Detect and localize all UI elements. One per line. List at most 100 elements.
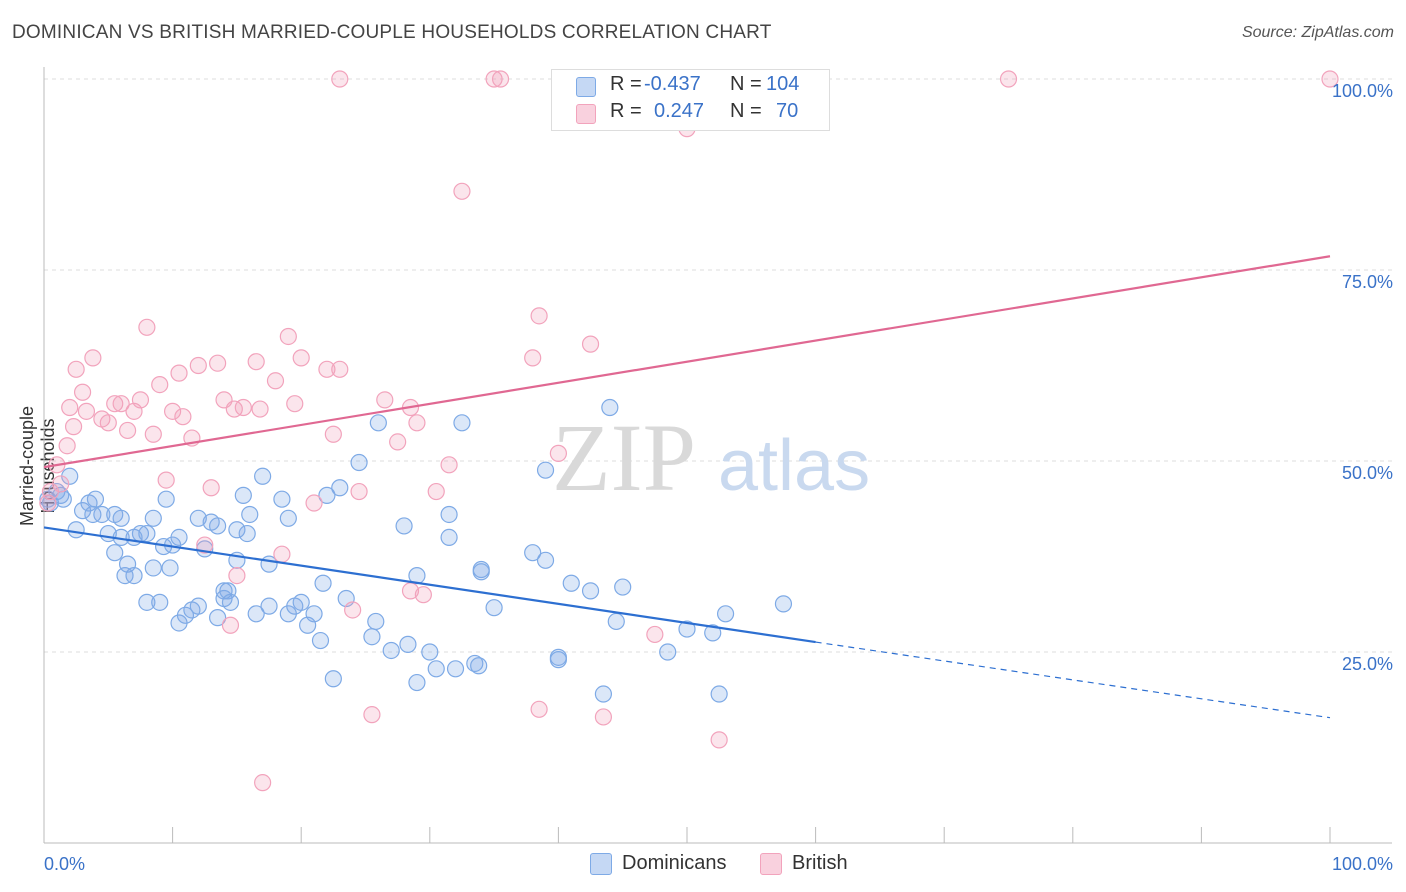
data-point xyxy=(112,395,130,413)
data-point xyxy=(112,509,130,527)
data-point xyxy=(331,70,349,88)
data-point xyxy=(440,505,458,524)
data-point xyxy=(174,408,192,426)
data-point xyxy=(84,349,102,367)
data-point xyxy=(209,609,227,627)
trend-line-british xyxy=(43,255,1331,469)
data-point xyxy=(228,521,246,539)
data-point xyxy=(472,563,490,581)
data-point xyxy=(607,612,625,631)
data-point xyxy=(241,505,259,524)
data-point xyxy=(189,597,207,615)
bottom-legend-swatch-british xyxy=(760,853,782,875)
data-point xyxy=(485,70,503,88)
data-point xyxy=(99,414,117,432)
data-point xyxy=(389,433,407,451)
data-point xyxy=(1321,70,1339,88)
data-point xyxy=(594,708,613,726)
y-tick-label: 100.0% xyxy=(1332,81,1393,101)
data-point xyxy=(367,612,385,631)
watermark-zip: ZIP xyxy=(552,404,696,511)
data-point xyxy=(331,360,349,378)
data-point xyxy=(408,673,426,692)
data-point xyxy=(138,593,156,611)
data-point xyxy=(67,360,85,378)
data-point xyxy=(562,574,580,592)
data-point xyxy=(581,582,600,600)
y-tick-label: 50.0% xyxy=(1342,463,1393,483)
data-point xyxy=(164,402,182,420)
data-point xyxy=(266,372,285,390)
data-point xyxy=(421,643,439,661)
data-point xyxy=(144,509,162,527)
data-point xyxy=(710,731,728,749)
data-point xyxy=(157,490,175,508)
data-point xyxy=(344,601,362,619)
data-point xyxy=(318,486,336,504)
data-point xyxy=(774,595,793,613)
axes xyxy=(43,67,1392,844)
y-tick-label: 25.0% xyxy=(1342,654,1393,674)
data-point xyxy=(209,354,227,372)
data-point xyxy=(151,593,169,611)
data-point xyxy=(144,425,162,443)
data-point xyxy=(524,349,542,367)
data-point xyxy=(247,353,265,371)
data-point xyxy=(77,402,96,420)
data-point xyxy=(189,356,207,375)
data-point xyxy=(485,599,503,617)
data-point xyxy=(86,490,105,508)
data-point xyxy=(549,444,568,462)
data-point xyxy=(279,509,297,527)
data-point xyxy=(331,479,349,497)
data-point xyxy=(369,414,387,432)
correlation-legend: R = -0.437 N = 104 R = 0.247 N = 70 xyxy=(551,69,830,131)
legend-n-value: 70 xyxy=(776,100,799,122)
data-point xyxy=(716,605,735,623)
data-point xyxy=(710,685,728,703)
data-point xyxy=(601,398,619,417)
data-point xyxy=(314,574,332,592)
source-label: Source: ZipAtlas.com xyxy=(1241,24,1394,41)
data-point xyxy=(138,524,156,543)
data-point xyxy=(470,657,488,675)
data-point xyxy=(118,421,137,440)
data-point xyxy=(395,517,413,535)
data-point xyxy=(350,453,368,472)
data-point xyxy=(131,391,150,409)
data-point xyxy=(530,307,548,325)
data-point xyxy=(260,597,278,615)
data-point xyxy=(536,461,555,479)
data-point xyxy=(446,660,465,678)
data-point xyxy=(581,335,600,353)
legend-row-british: R = 0.247 N = 70 xyxy=(552,98,829,128)
data-point xyxy=(530,700,548,718)
data-point xyxy=(524,544,542,562)
data-point xyxy=(221,616,240,634)
trend-lines xyxy=(43,255,1331,719)
data-point xyxy=(209,517,227,535)
data-point xyxy=(453,182,471,200)
data-point xyxy=(549,651,568,669)
data-point xyxy=(93,505,111,524)
legend-n-value: 104 xyxy=(766,73,800,95)
data-point xyxy=(305,605,323,623)
data-point xyxy=(399,635,417,653)
bottom-legend-swatch-dominicans xyxy=(590,853,612,875)
data-point xyxy=(659,643,677,661)
series-british xyxy=(39,70,1339,792)
data-point xyxy=(491,70,510,88)
data-point xyxy=(704,624,722,642)
data-point xyxy=(234,486,252,504)
data-point xyxy=(64,418,83,436)
data-point xyxy=(453,414,471,432)
watermark-atlas: atlas xyxy=(718,426,870,506)
data-point xyxy=(363,706,381,724)
bottom-legend-label: British xyxy=(792,852,848,874)
data-point xyxy=(189,509,207,527)
data-point xyxy=(58,437,76,455)
data-point xyxy=(440,456,458,474)
data-point xyxy=(536,551,555,569)
data-point xyxy=(238,524,256,543)
